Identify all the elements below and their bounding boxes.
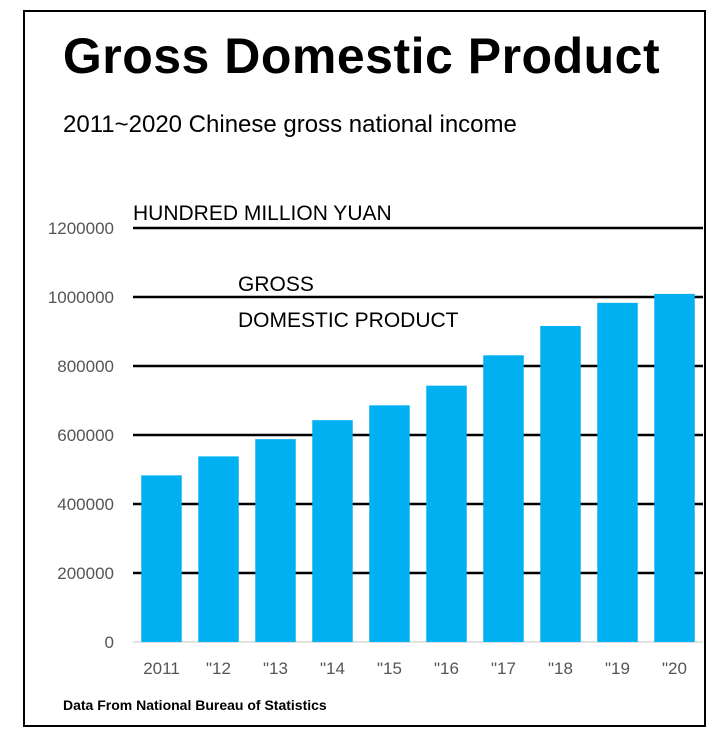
x-tick-label: "19 [605,659,630,678]
series-label-line-1: GROSS [238,273,314,296]
y-axis-ticks: 0 200000 400000 600000 800000 1000000 1200000 [48,219,114,652]
bars [141,293,695,642]
x-axis-ticks: 2011 "12 "13 "14 "15 "16 "17 "18 "19 "20 [143,659,687,678]
chart-frame [23,10,706,727]
bar [483,355,524,642]
x-tick-label: "15 [377,659,402,678]
x-tick-label: "13 [263,659,288,678]
bar [369,405,410,642]
y-axis-unit-label: HUNDRED MILLION YUAN [133,202,392,225]
x-tick-label: "16 [434,659,459,678]
x-tick-label: "20 [662,659,687,678]
bar [312,420,353,642]
y-tick-label: 0 [105,633,114,652]
bar [255,439,296,642]
x-tick-label: "12 [206,659,231,678]
chart-title: Gross Domestic Product [62,28,661,84]
y-tick-label: 1000000 [48,288,114,307]
x-tick-label: "18 [548,659,573,678]
series-label-line-2: DOMESTIC PRODUCT [238,309,459,332]
y-tick-label: 600000 [57,426,114,445]
bar [540,325,581,642]
x-tick-label: 2011 [143,659,180,678]
x-tick-label: "17 [491,659,516,678]
y-tick-label: 800000 [57,357,114,376]
y-tick-label: 200000 [57,564,114,583]
chart-subtitle: 2011~2020 Chinese gross national income [63,111,517,138]
bar [426,385,467,642]
bar [198,456,239,642]
bar [597,302,638,642]
bar [654,293,695,642]
y-tick-label: 1200000 [48,219,114,238]
y-tick-label: 400000 [57,495,114,514]
source-note: Data From National Bureau of Statistics [63,697,327,713]
x-tick-label: "14 [320,659,345,678]
bar [141,475,182,642]
